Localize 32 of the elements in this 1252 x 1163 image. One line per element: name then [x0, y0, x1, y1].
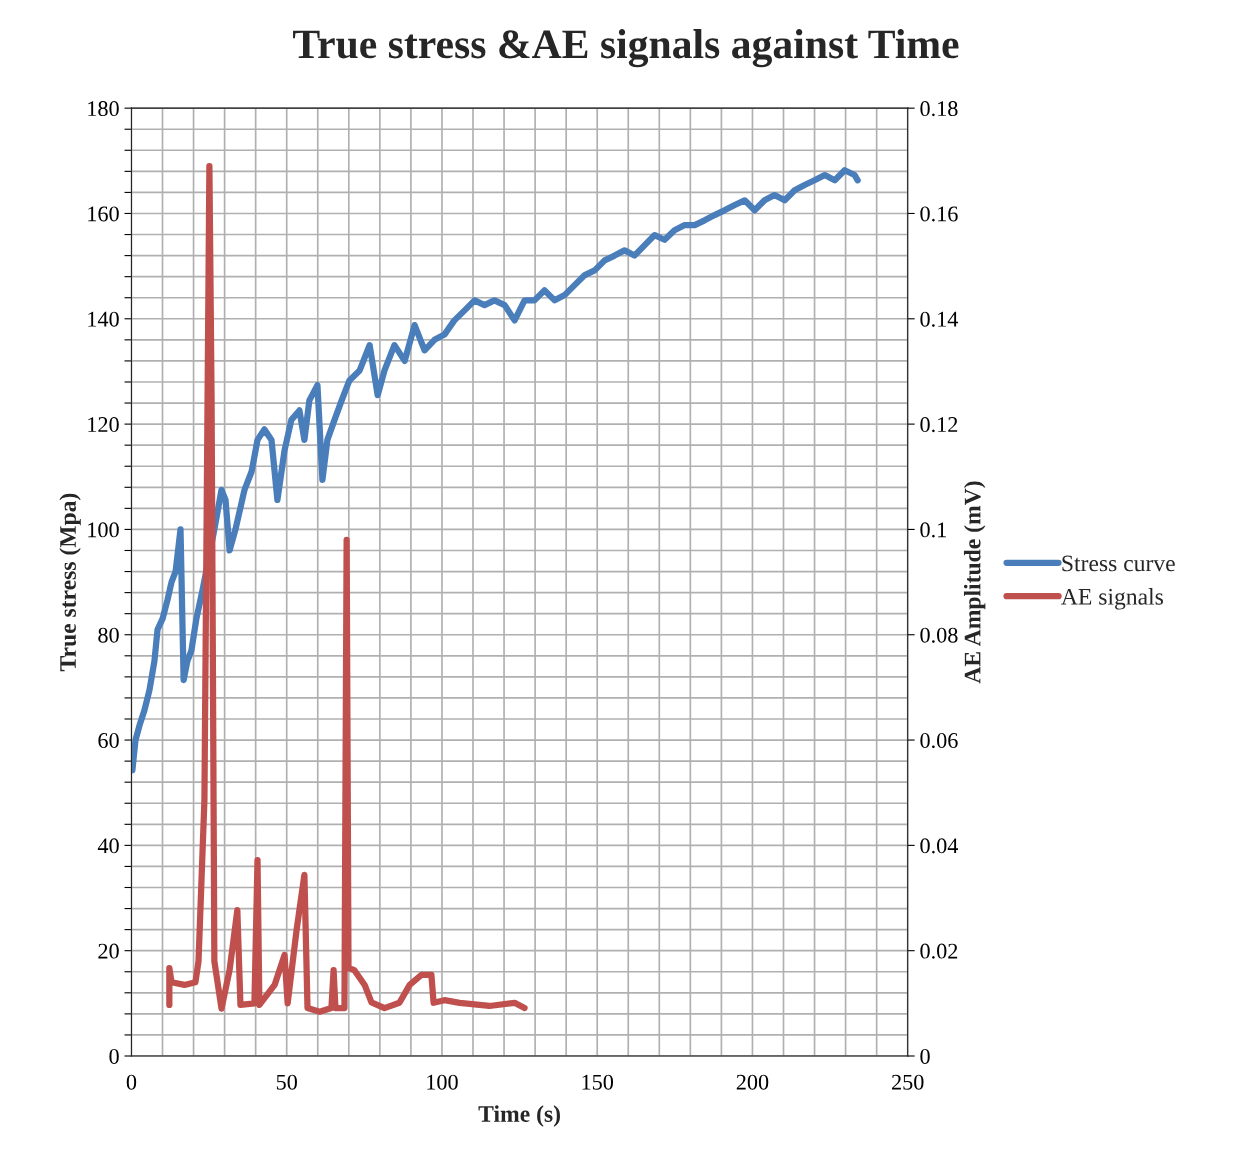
y-tick-label: 100	[88, 522, 119, 538]
y-axis-title: True stress (Mpa)	[59, 493, 81, 672]
y-tick-label: 20	[98, 943, 119, 959]
y-tick-label: 180	[88, 101, 119, 117]
y-tick-label: 60	[98, 732, 119, 748]
chart-title: True stress &AE signals against Time	[293, 29, 959, 68]
y-tick-label: 0	[109, 1048, 119, 1064]
x-tick-label: 100	[427, 1074, 458, 1090]
y2-tick-label: 0.04	[920, 838, 959, 854]
y2-axis-title: AE Amplitude (mV)	[963, 481, 986, 684]
y2-tick-label: 0.18	[920, 101, 958, 117]
y2-tick-label: 0.02	[920, 943, 958, 959]
x-axis-title: Time (s)	[478, 1105, 560, 1127]
y-tick-label: 40	[97, 838, 119, 854]
x-tick-label: 250	[892, 1074, 924, 1090]
y2-tick-label: 0.06	[920, 732, 958, 749]
legend-label: AE signals	[1061, 588, 1163, 610]
x-tick-label: 200	[736, 1074, 769, 1090]
y-tick-label: 160	[88, 206, 119, 222]
y-tick-label: 140	[88, 311, 119, 327]
y2-tick-label: 0.16	[920, 206, 958, 222]
legend-label: Stress curve	[1062, 555, 1175, 572]
y-tick-label: 120	[88, 417, 119, 433]
y2-tick-label: 0.14	[920, 311, 959, 327]
y2-tick-label: 0.12	[920, 417, 958, 433]
x-tick-label: 0	[126, 1074, 137, 1090]
y-tick-label: 80	[98, 627, 119, 643]
x-tick-label: 150	[582, 1074, 614, 1090]
y2-tick-label: 0.1	[920, 522, 946, 538]
x-tick-label: 50	[276, 1074, 297, 1090]
y2-tick-label: 0	[920, 1048, 930, 1064]
y2-tick-label: 0.08	[920, 627, 958, 643]
